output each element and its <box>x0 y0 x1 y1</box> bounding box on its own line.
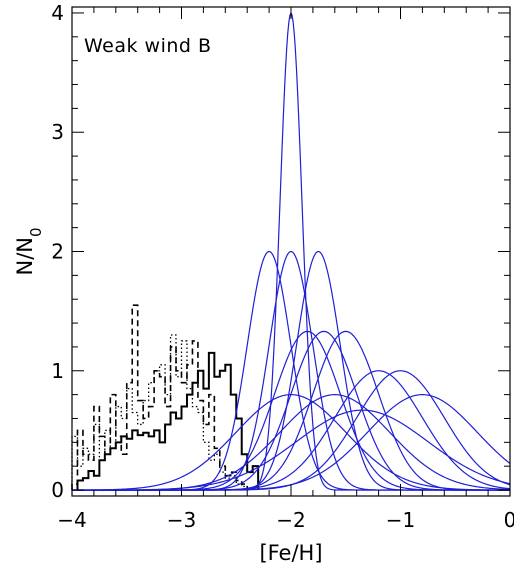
y-axis-label-subscript: 0 <box>27 227 45 237</box>
histogram-layer <box>71 304 260 491</box>
gaussian-curves-layer <box>72 11 511 491</box>
gaussian-curve-10 <box>72 394 510 491</box>
histogram-dashed <box>71 304 248 491</box>
x-tick-label: −4 <box>57 508 86 532</box>
y-tick-label: 1 <box>51 359 64 383</box>
histogram-solid <box>76 351 260 491</box>
axis-ticks <box>71 7 511 496</box>
y-tick-label: 0 <box>51 478 64 502</box>
chart-annotation: Weak wind B <box>84 35 212 57</box>
tick-labels: −4 −3 −2 −1 0 0 1 2 3 4 <box>51 1 514 532</box>
x-axis-label: [Fe/H] <box>259 541 322 565</box>
x-tick-label: −2 <box>276 508 305 532</box>
gaussian-curve-12 <box>72 394 511 491</box>
y-axis-label: N/N0 <box>13 227 45 275</box>
x-tick-label: −3 <box>167 508 196 532</box>
x-tick-label: 0 <box>504 508 514 532</box>
gaussian-curve-11 <box>72 394 511 491</box>
x-tick-label: −1 <box>386 508 415 532</box>
y-tick-label: 2 <box>51 240 64 264</box>
y-tick-label: 3 <box>51 120 64 144</box>
y-tick-label: 4 <box>51 1 64 25</box>
gaussian-curve-13 <box>72 409 511 491</box>
y-axis-label-main: N/N <box>13 237 37 276</box>
histogram-dotted <box>71 334 248 491</box>
